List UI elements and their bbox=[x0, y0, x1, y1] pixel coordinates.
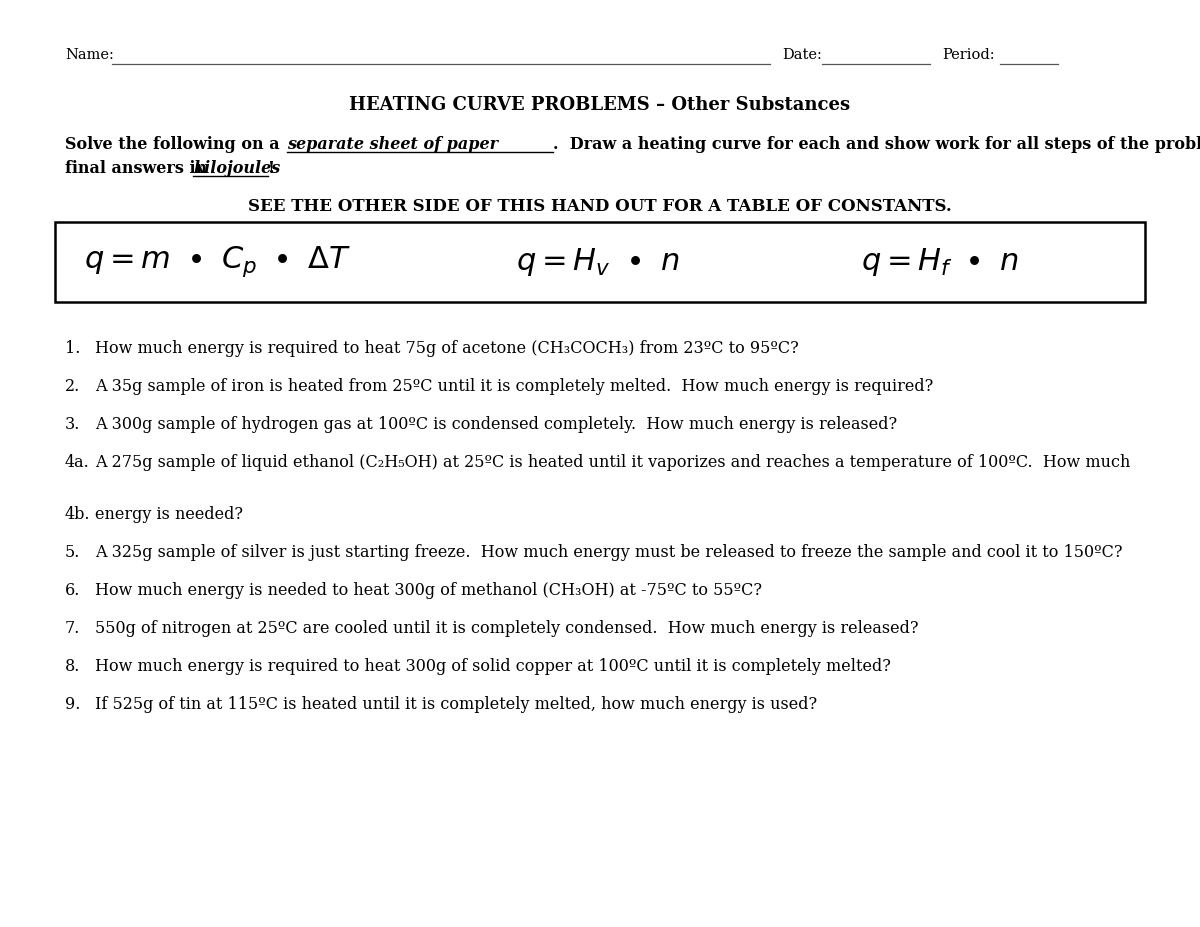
Text: 2.: 2. bbox=[65, 378, 80, 395]
Text: How much energy is needed to heat 300g of methanol (CH₃OH) at -75ºC to 55ºC?: How much energy is needed to heat 300g o… bbox=[95, 582, 762, 599]
Text: 6.: 6. bbox=[65, 582, 80, 599]
Text: HEATING CURVE PROBLEMS – Other Substances: HEATING CURVE PROBLEMS – Other Substance… bbox=[349, 96, 851, 114]
Text: If 525g of tin at 115ºC is heated until it is completely melted, how much energy: If 525g of tin at 115ºC is heated until … bbox=[95, 696, 817, 713]
Text: $q = H_f\ \bullet\ n$: $q = H_f\ \bullet\ n$ bbox=[860, 246, 1019, 278]
Text: A 325g sample of silver is just starting freeze.  How much energy must be releas: A 325g sample of silver is just starting… bbox=[95, 544, 1122, 561]
Text: Date:: Date: bbox=[782, 48, 822, 62]
Text: .  Draw a heating curve for each and show work for all steps of the problem.  Gi: . Draw a heating curve for each and show… bbox=[553, 136, 1200, 153]
Text: separate sheet of paper: separate sheet of paper bbox=[287, 136, 498, 153]
Text: 9.: 9. bbox=[65, 696, 80, 713]
Text: Name:: Name: bbox=[65, 48, 114, 62]
Text: !: ! bbox=[268, 160, 275, 177]
Text: 3.: 3. bbox=[65, 416, 80, 433]
Text: A 300g sample of hydrogen gas at 100ºC is condensed completely.  How much energy: A 300g sample of hydrogen gas at 100ºC i… bbox=[95, 416, 898, 433]
Text: $q = H_v\ \bullet\ n$: $q = H_v\ \bullet\ n$ bbox=[516, 246, 679, 278]
Text: 7.: 7. bbox=[65, 620, 80, 637]
Bar bbox=[55, 222, 1145, 302]
Text: $q = m\ \bullet\ C_p\ \bullet\ \Delta T$: $q = m\ \bullet\ C_p\ \bullet\ \Delta T$ bbox=[84, 245, 352, 279]
Text: How much energy is required to heat 75g of acetone (CH₃COCH₃) from 23ºC to 95ºC?: How much energy is required to heat 75g … bbox=[95, 340, 799, 357]
Text: 4b.: 4b. bbox=[65, 506, 90, 523]
Text: 8.: 8. bbox=[65, 658, 80, 675]
Text: 4a.: 4a. bbox=[65, 454, 90, 471]
Text: Period:: Period: bbox=[942, 48, 995, 62]
Text: A 35g sample of iron is heated from 25ºC until it is completely melted.  How muc: A 35g sample of iron is heated from 25ºC… bbox=[95, 378, 934, 395]
Text: energy is needed?: energy is needed? bbox=[95, 506, 242, 523]
Text: 550g of nitrogen at 25ºC are cooled until it is completely condensed.  How much : 550g of nitrogen at 25ºC are cooled unti… bbox=[95, 620, 918, 637]
Text: 1.: 1. bbox=[65, 340, 80, 357]
Text: kilojoules: kilojoules bbox=[193, 160, 281, 177]
Text: final answers in: final answers in bbox=[65, 160, 212, 177]
Text: SEE THE OTHER SIDE OF THIS HAND OUT FOR A TABLE OF CONSTANTS.: SEE THE OTHER SIDE OF THIS HAND OUT FOR … bbox=[248, 198, 952, 215]
Text: How much energy is required to heat 300g of solid copper at 100ºC until it is co: How much energy is required to heat 300g… bbox=[95, 658, 890, 675]
Text: 5.: 5. bbox=[65, 544, 80, 561]
Text: Solve the following on a: Solve the following on a bbox=[65, 136, 286, 153]
Text: A 275g sample of liquid ethanol (C₂H₅OH) at 25ºC is heated until it vaporizes an: A 275g sample of liquid ethanol (C₂H₅OH)… bbox=[95, 454, 1130, 471]
